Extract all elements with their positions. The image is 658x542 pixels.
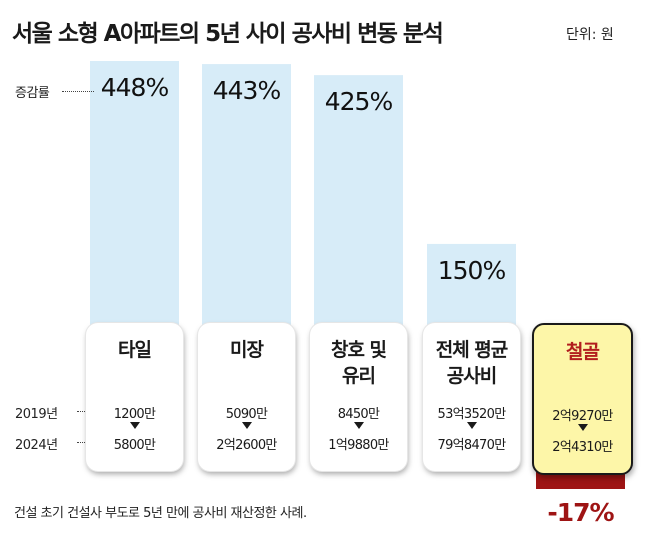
down-arrow-icon [577, 424, 588, 431]
category-card-2: 미장 5090만 2억2600만 [198, 323, 295, 471]
year-2019-label: 2019년 [15, 407, 58, 422]
category-label-3: 창호 및 유리 [330, 339, 387, 387]
category-label-2: 미장 [230, 339, 264, 361]
category-card-1: 타일 1200만 5800만 [86, 323, 183, 471]
value-2019-2: 5090만 [225, 407, 268, 422]
down-arrow-icon [129, 422, 140, 429]
down-arrow-icon [241, 422, 252, 429]
value-2024-4: 79억8470만 [437, 438, 507, 453]
value-2024-2: 2억2600만 [216, 438, 277, 453]
year-2024-label: 2024년 [15, 438, 58, 453]
category-label-1: 타일 [118, 339, 152, 361]
down-arrow-icon [353, 422, 364, 429]
category-card-4: 전체 평균 공사비 53억3520만 79억8470만 [423, 323, 520, 471]
value-2019-5: 2억9270만 [552, 409, 613, 424]
value-2019-4: 53억3520만 [437, 407, 507, 422]
bar-2 [202, 64, 291, 336]
value-2024-3: 1억9880만 [328, 438, 389, 453]
percent-label-4: 150% [437, 255, 506, 285]
value-2019-1: 1200만 [113, 407, 156, 422]
percent-label-3: 425% [324, 87, 393, 117]
footnote: 건설 초기 건설사 부도로 5년 만에 공사비 재산정한 사례. [14, 506, 307, 521]
percent-label-5: -17% [547, 498, 614, 527]
category-label-5: 철골 [566, 341, 600, 363]
category-card-5: 철골 2억9270만 2억4310만 [532, 323, 633, 475]
value-2024-5: 2억4310만 [552, 440, 613, 455]
value-2019-3: 8450만 [337, 407, 380, 422]
change-leader-dots [62, 91, 94, 92]
value-2024-1: 5800만 [113, 438, 156, 453]
change-row-label: 증감률 [15, 86, 50, 101]
chart-title: 서울 소형 A아파트의 5년 사이 공사비 변동 분석 [12, 21, 444, 47]
bar-1 [90, 61, 179, 336]
category-label-4: 전체 평균 공사비 [435, 339, 509, 387]
category-card-3: 창호 및 유리 8450만 1억9880만 [310, 323, 407, 471]
percent-label-1: 448% [100, 73, 169, 102]
percent-label-2: 443% [212, 76, 281, 106]
bar-3 [314, 75, 403, 337]
down-arrow-icon [466, 422, 477, 429]
bar-4 [427, 243, 516, 336]
unit-label: 단위: 원 [566, 27, 614, 43]
